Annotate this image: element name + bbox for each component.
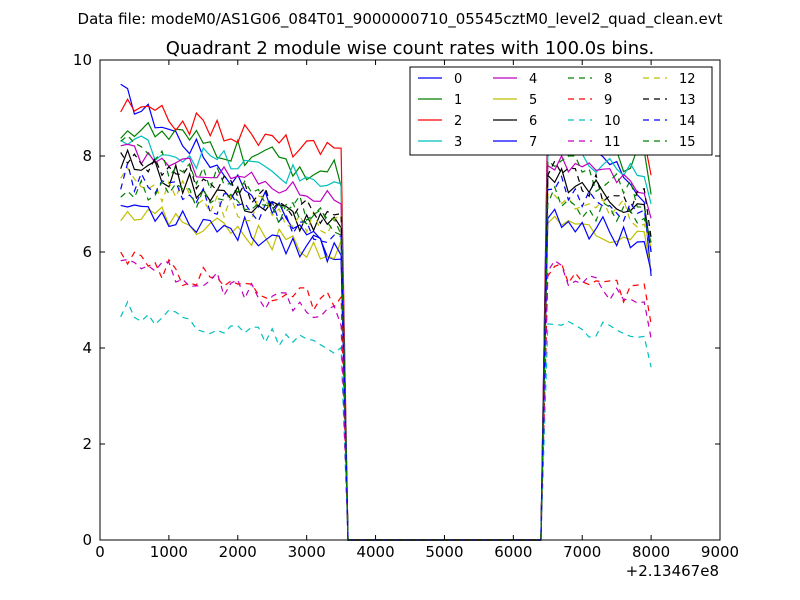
y-tick-label: 2 xyxy=(82,435,92,453)
axis-ticks: 0 1000 2000 3000 4000 5000 6000 7000 8000 9000 0 2 4… xyxy=(73,51,739,561)
y-tick-label: 4 xyxy=(82,339,92,357)
legend-label: 2 xyxy=(454,114,462,129)
plot-frame xyxy=(99,59,721,541)
y-tick-label: 0 xyxy=(82,531,92,549)
series-line-15 xyxy=(120,179,652,541)
series-line-12 xyxy=(120,166,652,541)
x-tick-label: 2000 xyxy=(219,543,257,561)
x-tick-label: 3000 xyxy=(288,543,326,561)
chart-suptitle: Data file: modeM0/AS1G06_084T01_90000007… xyxy=(78,10,723,29)
y-tick-label: 6 xyxy=(82,243,92,261)
legend-label: 3 xyxy=(454,135,462,150)
legend-box xyxy=(409,66,713,156)
legend-label: 8 xyxy=(604,72,612,87)
y-tick-label: 8 xyxy=(82,147,92,165)
legend-label: 5 xyxy=(529,93,537,108)
legend-label: 14 xyxy=(679,114,696,129)
x-tick-label: 1000 xyxy=(150,543,188,561)
legend-label: 11 xyxy=(604,135,621,150)
x-tick-label: 7000 xyxy=(563,543,601,561)
legend-label: 9 xyxy=(604,93,612,108)
legend-label: 0 xyxy=(454,72,462,87)
x-tick-label: 0 xyxy=(95,543,105,561)
legend-label: 15 xyxy=(679,135,696,150)
legend-label: 13 xyxy=(679,93,696,108)
y-tick-label: 10 xyxy=(73,51,92,69)
legend-label: 6 xyxy=(529,114,537,129)
x-tick-label: 4000 xyxy=(356,543,394,561)
legend-label: 4 xyxy=(529,72,537,87)
legend-label: 1 xyxy=(454,93,462,108)
legend-label: 12 xyxy=(679,72,696,87)
x-offset-label: +2.13467e8 xyxy=(626,562,719,580)
x-tick-label: 9000 xyxy=(701,543,739,561)
x-tick-label: 8000 xyxy=(632,543,670,561)
x-tick-label: 5000 xyxy=(425,543,463,561)
chart-title: Quadrant 2 module wise count rates with … xyxy=(166,38,655,59)
legend-label: 10 xyxy=(604,114,621,129)
series-line-9 xyxy=(120,251,652,541)
legend-label: 7 xyxy=(529,135,537,150)
x-tick-label: 6000 xyxy=(494,543,532,561)
